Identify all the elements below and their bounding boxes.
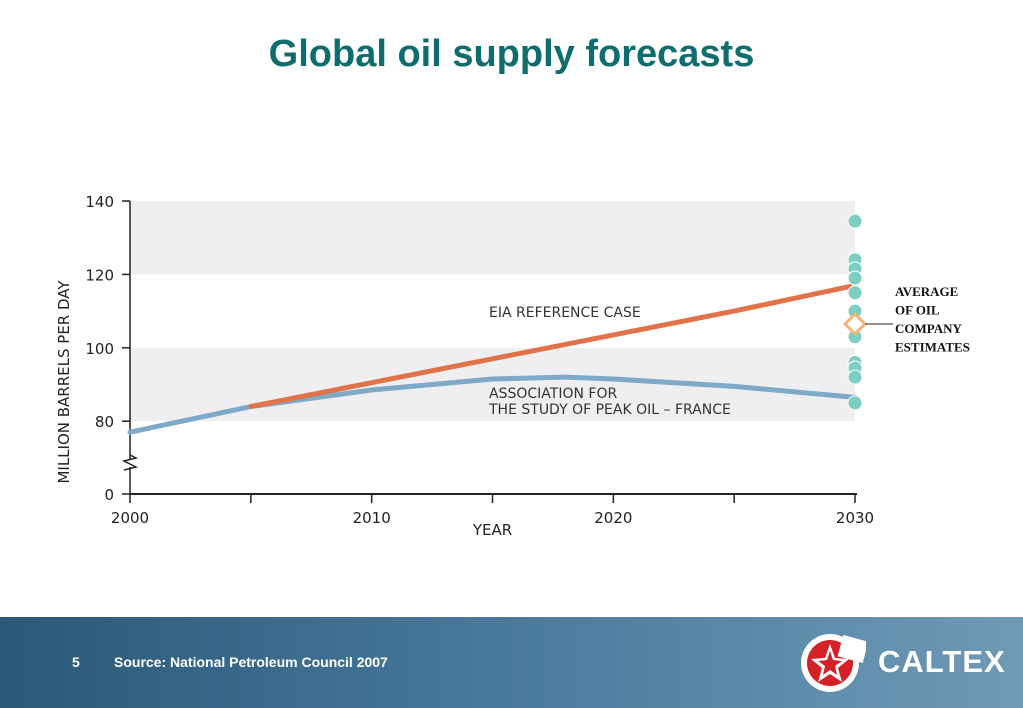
x-tick-label: 2000 [111,509,149,527]
company-estimate-point [847,369,863,385]
company-estimate-points [842,213,868,411]
company-estimate-point [847,395,863,411]
brand-name: CALTEX [878,644,1006,679]
y-axis-label: MILLION BARRELS PER DAY [55,280,73,484]
company-estimate-point [847,270,863,286]
y-tick-label: 140 [85,193,114,211]
average-estimate-label-line: ESTIMATES [895,340,970,355]
average-estimate-marker [842,311,868,336]
x-axis-label: YEAR [472,521,512,539]
aspo-series-label-line: THE STUDY OF PEAK OIL – FRANCE [488,402,731,418]
caltex-star-icon [801,634,869,692]
slide-title: Global oil supply forecasts [268,33,755,75]
axis-break-mark [121,454,139,471]
y-tick-label: 100 [85,340,114,358]
footer-bar: 5 Source: National Petroleum Council 200… [0,617,1023,708]
y-tick-label: 0 [104,486,114,504]
oil-supply-chart: 0 80 100 120 140 2000 2010 2020 2030 YEAR MILLION … [55,193,970,539]
average-estimate-label-line: COMPANY [895,321,963,336]
shaded-band-1 [130,201,855,275]
company-estimate-point [847,285,863,301]
average-estimate-label-line: OF OIL [895,303,940,318]
page-number: 5 [72,654,80,670]
x-tick-label: 2030 [836,509,874,527]
series-layer [127,282,858,435]
x-tick-label: 2020 [594,509,632,527]
y-tick-label: 120 [85,266,114,284]
series-eia-line [248,282,858,410]
eia-series-label: EIA REFERENCE CASE [489,305,641,321]
axes: 0 80 100 120 140 2000 2010 2020 2030 YEAR MILLION … [55,193,874,539]
source-note: Source: National Petroleum Council 2007 [114,654,388,670]
aspo-series-label-line: ASSOCIATION FOR [489,386,617,402]
y-tick-label: 80 [95,413,114,431]
average-estimate-label-line: AVERAGE [895,284,958,299]
company-estimate-point [847,213,863,229]
x-tick-label: 2010 [353,509,391,527]
caltex-logo: CALTEX [800,630,1005,696]
